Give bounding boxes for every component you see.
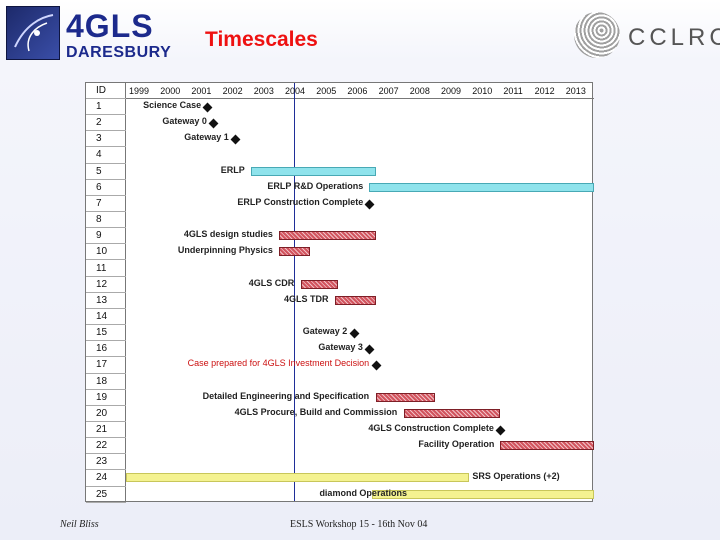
task-bar <box>335 295 376 305</box>
task-label: 4GLS Procure, Build and Commission <box>234 406 398 417</box>
task-label: Gateway 3 <box>318 342 363 353</box>
task-bar <box>278 247 311 257</box>
task-bar <box>126 473 470 483</box>
row-id: 2 <box>86 115 126 132</box>
row-id: 1 <box>86 99 126 116</box>
task-bar <box>500 441 594 451</box>
task-label: Facility Operation <box>418 439 495 450</box>
year-header: 2001 <box>191 86 212 96</box>
row-id: 5 <box>86 164 126 180</box>
logo-daresbury-text: DARESBURY <box>66 44 172 61</box>
cclrc-swirl-icon <box>574 12 620 58</box>
task-label: Detailed Engineering and Specification <box>202 390 370 401</box>
task-label: 4GLS TDR <box>284 293 329 304</box>
task-bar <box>250 166 376 176</box>
task-label: ERLP Construction Complete <box>237 196 364 207</box>
row-id: 10 <box>86 244 126 261</box>
row-id: 13 <box>86 293 126 309</box>
task-label: Science Case <box>143 100 202 110</box>
task-label: Underpinning Physics <box>177 245 273 256</box>
year-header: 2002 <box>222 86 243 96</box>
year-header: 2005 <box>316 86 337 96</box>
4gls-swirl-icon <box>6 6 60 60</box>
row-id: 6 <box>86 180 126 196</box>
slide-title: Timescales <box>205 28 318 51</box>
4gls-daresbury-logo: 4GLS DARESBURY <box>6 6 174 64</box>
row-id: 3 <box>86 131 126 148</box>
task-label: SRS Operations (+2) <box>472 471 560 482</box>
milestone-diamond <box>371 360 382 371</box>
milestone-diamond <box>208 118 219 129</box>
task-label: Gateway 0 <box>162 116 207 127</box>
footer-author: Neil Bliss <box>60 519 99 530</box>
task-bar <box>369 182 594 192</box>
task-label: 4GLS design studies <box>183 229 273 240</box>
task-bar <box>278 231 376 241</box>
milestone-diamond <box>349 328 360 339</box>
task-bar <box>375 392 435 402</box>
id-column: ID 1 2 3 4 5 6 7 8 9 10 11 12 13 14 15 16 17 18 19 20 21 22 23 2… <box>86 83 126 503</box>
task-label: Gateway 1 <box>184 132 229 143</box>
row-id: 19 <box>86 390 126 406</box>
task-bar <box>300 279 339 289</box>
task-label: Case prepared for 4GLS Investment Decisi… <box>187 358 370 369</box>
milestone-diamond <box>495 425 506 436</box>
row-id: 11 <box>86 261 126 277</box>
row-id: 18 <box>86 374 126 390</box>
cclrc-text: CCLRC <box>628 24 720 51</box>
task-label: ERLP R&D Operations <box>267 180 364 191</box>
year-header: 2000 <box>160 86 181 96</box>
milestone-diamond <box>364 344 375 355</box>
task-label: 4GLS Construction Complete <box>368 423 494 433</box>
year-header: 2003 <box>253 86 274 96</box>
row-id: 23 <box>86 454 126 471</box>
row-id: 25 <box>86 487 126 503</box>
year-header: 2008 <box>409 86 430 96</box>
logo-4gls-text: 4GLS <box>66 8 154 44</box>
row-id: 9 <box>86 228 126 245</box>
task-bar <box>372 489 594 499</box>
year-header: 2007 <box>378 86 399 96</box>
id-column-header: ID <box>86 83 126 100</box>
row-id: 14 <box>86 309 126 326</box>
year-header: 2004 <box>285 86 306 96</box>
year-header: 2011 <box>503 86 523 96</box>
footer-event: ESLS Workshop 15 - 16th Nov 04 <box>290 519 428 530</box>
row-id: 21 <box>86 422 126 439</box>
gantt-chart: ID 1 2 3 4 5 6 7 8 9 10 11 12 13 14 15 16 17 18 19 20 21 22 23 2… <box>85 82 594 503</box>
task-label: diamond Operations <box>319 487 407 498</box>
current-date-line <box>294 83 296 501</box>
year-header: 1999 <box>129 86 150 96</box>
year-header: 2013 <box>565 86 586 96</box>
row-id: 17 <box>86 357 126 374</box>
task-label: 4GLS CDR <box>248 277 295 288</box>
row-id: 22 <box>86 438 126 455</box>
row-id: 7 <box>86 196 126 213</box>
row-id: 4 <box>86 147 126 164</box>
header-divider <box>126 98 594 99</box>
row-id: 8 <box>86 212 126 229</box>
row-id: 16 <box>86 341 126 358</box>
year-header: 2009 <box>441 86 462 96</box>
year-header: 2012 <box>534 86 555 96</box>
row-id: 12 <box>86 277 126 293</box>
year-header: 2010 <box>472 86 493 96</box>
year-header: 2006 <box>347 86 368 96</box>
milestone-diamond <box>202 102 213 113</box>
row-id: 20 <box>86 406 126 422</box>
milestone-diamond <box>230 134 241 145</box>
cclrc-logo: CCLRC <box>572 8 720 62</box>
milestone-diamond <box>364 199 375 210</box>
task-label: Gateway 2 <box>302 326 348 337</box>
row-id: 24 <box>86 470 126 487</box>
row-id: 15 <box>86 325 126 342</box>
task-bar <box>403 408 501 418</box>
task-label: ERLP <box>220 164 245 175</box>
